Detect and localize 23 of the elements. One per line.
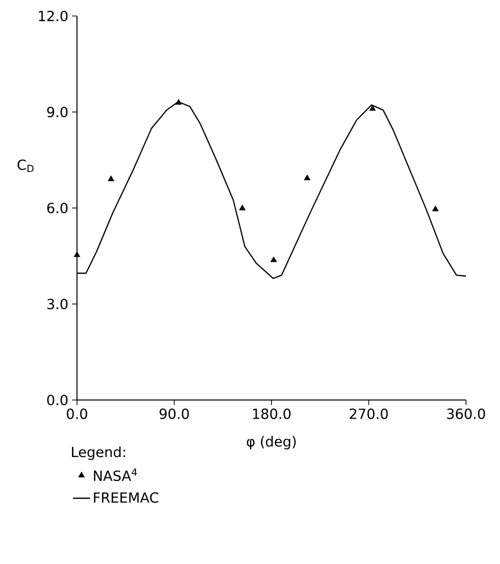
point (432, 206, 439, 212)
y-tick-label: 3.0 (47, 298, 68, 310)
x-tick-label: 270.0 (350, 408, 388, 420)
y-tick-label: 12.0 (38, 10, 68, 22)
y-tick-label: 6.0 (47, 202, 68, 214)
point (270, 256, 277, 262)
y-axis-title: C$_{D}$ (18, 159, 34, 172)
point (108, 176, 114, 182)
legend-label: FREEMAC (94, 492, 158, 503)
x-tick-label: 90.0 (160, 408, 189, 420)
legend-title: Legend: (72, 446, 125, 460)
legend-label: NASA$^{4}$ (94, 468, 137, 482)
point (239, 204, 246, 210)
point (175, 99, 182, 105)
y-tick-label: 0.0 (47, 394, 68, 406)
point (74, 251, 80, 257)
point (304, 174, 310, 180)
x-axis-title: φ (deg) (246, 436, 296, 450)
x-tick-label: 0.0 (66, 408, 88, 420)
y-tick-label: 9.0 (47, 106, 68, 118)
x-tick-label: 180.0 (253, 408, 291, 420)
point (369, 105, 376, 111)
x-tick-label: 360.0 (447, 408, 486, 420)
